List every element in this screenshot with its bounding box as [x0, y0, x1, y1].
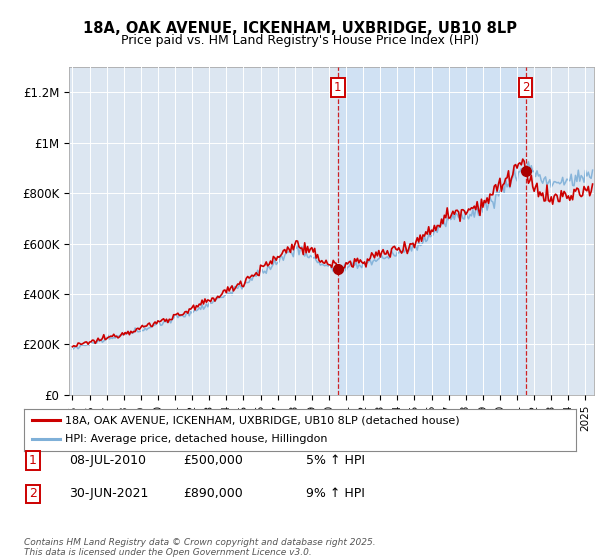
Text: 18A, OAK AVENUE, ICKENHAM, UXBRIDGE, UB10 8LP (detached house): 18A, OAK AVENUE, ICKENHAM, UXBRIDGE, UB1…: [65, 415, 460, 425]
Text: 30-JUN-2021: 30-JUN-2021: [69, 487, 148, 501]
Text: 2: 2: [522, 81, 529, 94]
Text: Price paid vs. HM Land Registry's House Price Index (HPI): Price paid vs. HM Land Registry's House …: [121, 34, 479, 46]
Text: 5% ↑ HPI: 5% ↑ HPI: [306, 454, 365, 467]
Text: 1: 1: [334, 81, 341, 94]
Text: £890,000: £890,000: [183, 487, 243, 501]
Text: 08-JUL-2010: 08-JUL-2010: [69, 454, 146, 467]
Text: 2: 2: [29, 487, 37, 501]
Text: 9% ↑ HPI: 9% ↑ HPI: [306, 487, 365, 501]
Text: 1: 1: [29, 454, 37, 467]
Text: £500,000: £500,000: [183, 454, 243, 467]
Text: HPI: Average price, detached house, Hillingdon: HPI: Average price, detached house, Hill…: [65, 435, 328, 445]
Text: Contains HM Land Registry data © Crown copyright and database right 2025.
This d: Contains HM Land Registry data © Crown c…: [24, 538, 376, 557]
Text: 18A, OAK AVENUE, ICKENHAM, UXBRIDGE, UB10 8LP: 18A, OAK AVENUE, ICKENHAM, UXBRIDGE, UB1…: [83, 21, 517, 36]
Bar: [338, 67, 526, 395]
